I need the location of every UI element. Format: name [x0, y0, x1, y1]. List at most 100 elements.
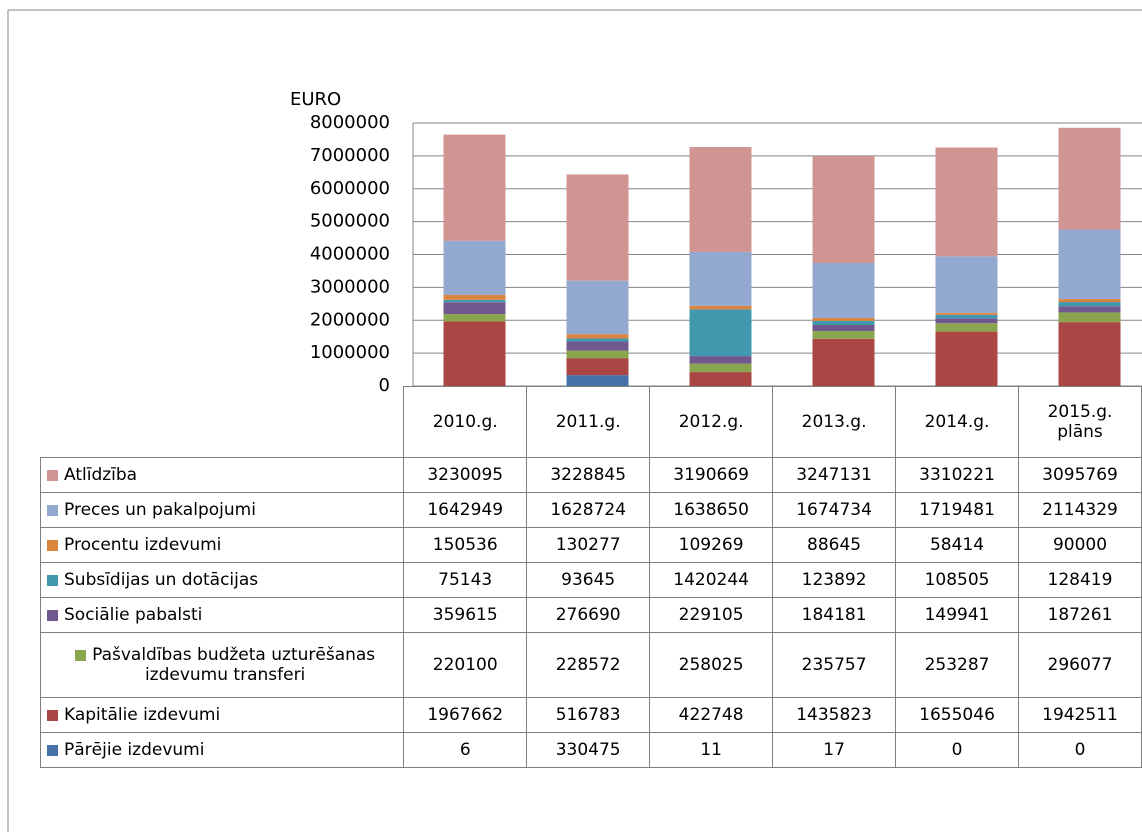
x-tick-label: 2012.g.	[649, 386, 774, 458]
legend-label: Subsīdijas un dotācijas	[64, 570, 259, 590]
table-value: 90000	[1018, 527, 1142, 563]
bar-segment	[812, 320, 875, 325]
table-value: 359615	[403, 597, 528, 633]
x-tick-label: 2010.g.	[403, 386, 528, 458]
bar-segment	[689, 251, 752, 306]
bar-segment	[689, 363, 752, 373]
legend-swatch	[47, 469, 58, 481]
table-value: 229105	[649, 597, 774, 633]
table-value: 0	[895, 732, 1020, 768]
legend-label: Sociālie pabalsti	[64, 605, 203, 625]
bar-segment	[812, 318, 875, 321]
legend-label: Procentu izdevumi	[64, 535, 222, 555]
bar-segment	[566, 375, 629, 386]
bar-segment	[935, 147, 998, 257]
table-value: 1638650	[649, 492, 774, 528]
bar-segment	[812, 262, 875, 319]
table-value: 130277	[526, 527, 651, 563]
table-value: 3310221	[895, 457, 1020, 493]
bar-segment	[935, 323, 998, 332]
table-value: 220100	[403, 632, 528, 698]
table-value: 258025	[649, 632, 774, 698]
bar-segment	[566, 338, 629, 342]
table-value: 330475	[526, 732, 651, 768]
bar-segment	[1058, 322, 1121, 386]
bar-segment	[443, 299, 506, 303]
table-value: 1420244	[649, 562, 774, 598]
table-value: 150536	[403, 527, 528, 563]
table-value: 128419	[1018, 562, 1142, 598]
bar-segment	[1058, 127, 1121, 230]
bar-segment	[566, 341, 629, 351]
table-value: 3230095	[403, 457, 528, 493]
table-value: 109269	[649, 527, 774, 563]
table-value: 108505	[895, 562, 1020, 598]
legend-swatch	[47, 574, 58, 586]
legend-cell: Pārējie izdevumi	[39, 732, 405, 768]
legend-swatch	[47, 609, 58, 621]
table-value: 88645	[772, 527, 897, 563]
table-value: 1435823	[772, 697, 897, 733]
bar-segment	[1058, 312, 1121, 323]
bar-segment	[689, 147, 752, 252]
legend-swatch	[47, 504, 58, 516]
table-value: 1628724	[526, 492, 651, 528]
table-value: 0	[1018, 732, 1142, 768]
bar-segment	[566, 358, 629, 376]
table-value: 1674734	[772, 492, 897, 528]
y-tick-label: 3000000	[310, 276, 390, 297]
bar-segment	[1058, 302, 1121, 307]
bar-segment	[443, 134, 506, 241]
x-tick-label: 2013.g.	[772, 386, 897, 458]
bar-segment	[443, 321, 506, 386]
corner	[40, 386, 405, 458]
legend-swatch	[47, 709, 58, 721]
table-value: 228572	[526, 632, 651, 698]
table-value: 3228845	[526, 457, 651, 493]
bar-segment	[935, 318, 998, 324]
bar-segment	[1058, 299, 1121, 303]
legend-swatch	[75, 649, 87, 661]
bar-segment	[443, 294, 506, 300]
table-row: Subsīdijas un dotācijas 75143 93645 1420244…	[39, 562, 1142, 598]
table-value: 184181	[772, 597, 897, 633]
y-tick-label: 6000000	[310, 178, 390, 199]
bar-segment	[812, 331, 875, 339]
bar-segment	[935, 256, 998, 313]
bar-segment	[689, 305, 752, 310]
table-value: 2114329	[1018, 492, 1142, 528]
legend-label: Preces un pakalpojumi	[64, 500, 256, 520]
bar-segment	[443, 314, 506, 322]
legend-label: Atlīdzība	[64, 465, 138, 485]
legend-cell: Sociālie pabalsti	[39, 597, 405, 633]
table-value: 75143	[403, 562, 528, 598]
table-value: 516783	[526, 697, 651, 733]
table-value: 17	[772, 732, 897, 768]
legend-cell: Pašvaldības budžeta uzturēšanas izdevumu…	[39, 632, 405, 698]
table-value: 123892	[772, 562, 897, 598]
table-row: Sociālie pabalsti 359615 276690 229105 18418…	[39, 597, 1142, 633]
table-value: 1642949	[403, 492, 528, 528]
bar-segment	[935, 331, 998, 386]
y-tick-label: 2000000	[310, 309, 390, 330]
bar-segment	[566, 280, 629, 335]
legend-label: Kapitālie izdevumi	[64, 705, 221, 725]
bar-segment	[566, 174, 629, 281]
y-tick-label: 5000000	[310, 211, 390, 232]
y-tick-label: 0	[379, 375, 390, 396]
table-value: 235757	[772, 632, 897, 698]
table-row: Pašvaldības budžeta uzturēšanas izdevumu…	[39, 632, 1142, 698]
table-value: 253287	[895, 632, 1020, 698]
bar-segment	[443, 302, 506, 315]
table-value: 3095769	[1018, 457, 1142, 493]
bar-segment	[812, 338, 875, 386]
bar-segment	[689, 356, 752, 364]
table-value: 276690	[526, 597, 651, 633]
legend-cell: Subsīdijas un dotācijas	[39, 562, 405, 598]
bar-segment	[443, 240, 506, 295]
legend-cell: Preces un pakalpojumi	[39, 492, 405, 528]
table-value: 11	[649, 732, 774, 768]
bar-segment	[566, 334, 629, 339]
x-tick-label: 2015.g. plāns	[1018, 386, 1142, 458]
